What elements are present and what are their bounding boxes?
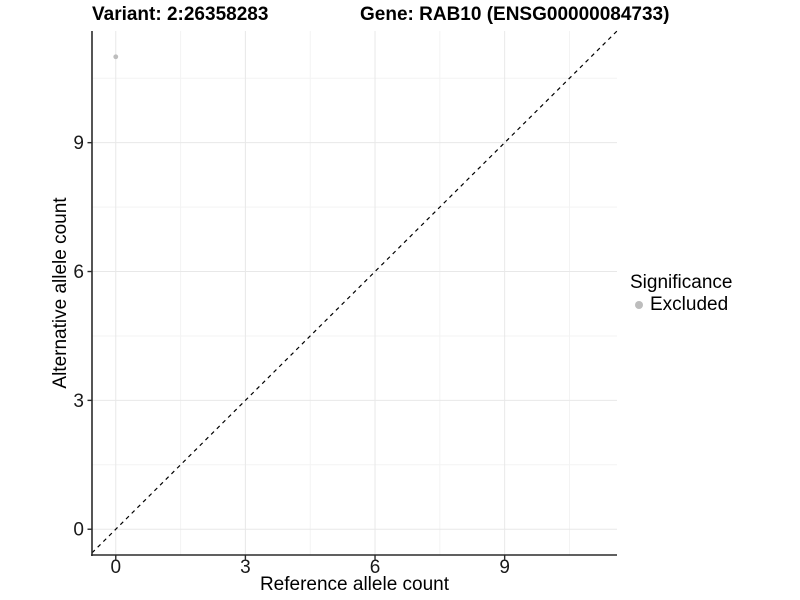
y-axis-title: Alternative allele count bbox=[50, 197, 71, 389]
x-axis-title: Reference allele count bbox=[259, 574, 450, 595]
y-tick-label: 6 bbox=[73, 262, 84, 283]
legend-key-point-icon bbox=[635, 301, 643, 309]
y-tick-label: 9 bbox=[73, 133, 84, 154]
x-tick-label: 0 bbox=[110, 557, 121, 578]
data-point bbox=[113, 54, 119, 60]
plot-title-gene: Gene: RAB10 (ENSG00000084733) bbox=[360, 4, 670, 25]
legend-item-label: Excluded bbox=[650, 294, 729, 315]
legend-item-excluded: Excluded bbox=[630, 295, 732, 315]
identity-line bbox=[91, 30, 618, 554]
excluded-marker-icon bbox=[635, 301, 643, 309]
legend-title: Significance bbox=[630, 272, 733, 293]
y-tick-label: 3 bbox=[73, 391, 84, 412]
plot-title-variant: Variant: 2:26358283 bbox=[92, 4, 269, 25]
x-tick-label: 6 bbox=[370, 557, 381, 578]
x-tick-label: 9 bbox=[499, 557, 510, 578]
x-tick-label: 3 bbox=[240, 557, 251, 578]
y-tick-label: 0 bbox=[73, 520, 84, 541]
legend: Significance Excluded bbox=[630, 272, 732, 315]
